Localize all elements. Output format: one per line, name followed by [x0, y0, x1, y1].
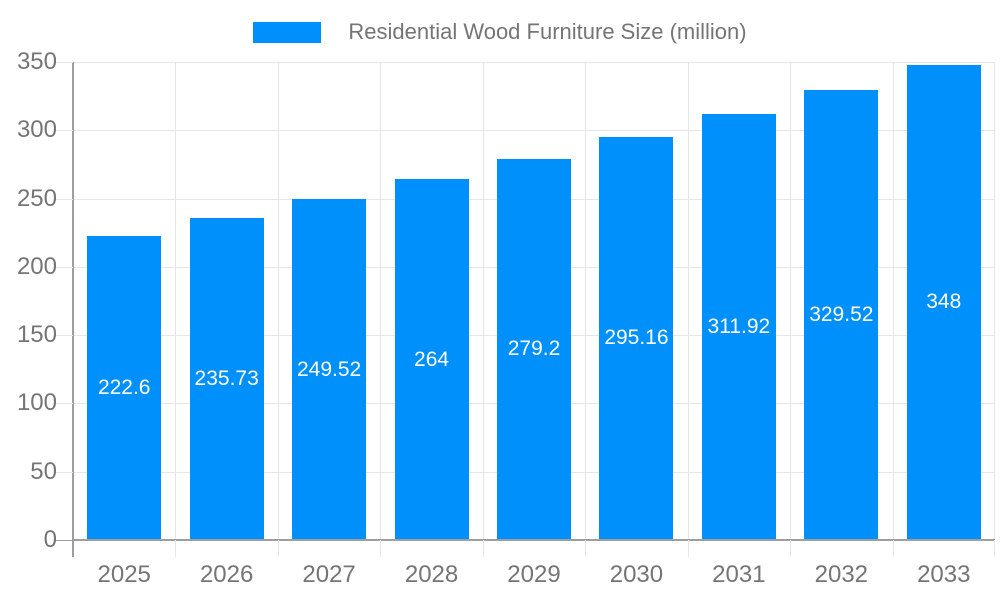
- bar[interactable]: [497, 158, 571, 540]
- x-gridline: [175, 62, 177, 540]
- x-gridline: [482, 62, 484, 540]
- x-axis-label: 2027: [302, 561, 356, 588]
- y-gridline: [73, 130, 995, 132]
- y-gridline: [73, 62, 995, 63]
- y-tick: [55, 130, 73, 132]
- bar[interactable]: [292, 199, 367, 540]
- bar-value-label: 264: [414, 347, 450, 371]
- x-gridline: [790, 62, 792, 540]
- plot-area: 222.6 235.73 249.52 264 279.2 295.16 311.92 329…: [73, 62, 995, 540]
- bar-value-label: 295.16: [604, 326, 669, 350]
- x-tick: [687, 540, 689, 557]
- x-gridline: [380, 62, 382, 540]
- bar-value-label: 348: [926, 290, 962, 314]
- x-tick: [892, 540, 894, 557]
- x-tick: [994, 540, 995, 557]
- bar-value-label: 311.92: [707, 315, 771, 338]
- y-tick: [55, 266, 73, 268]
- x-axis-label: 2026: [199, 561, 254, 588]
- y-tick: [55, 335, 73, 337]
- bar-value-label: 329.52: [809, 302, 874, 326]
- x-gridline: [277, 62, 279, 540]
- bar-value-label: 249.52: [296, 357, 362, 381]
- x-tick: [380, 540, 382, 557]
- x-tick: [585, 540, 587, 557]
- x-axis-label: 2029: [507, 561, 561, 588]
- x-tick: [175, 540, 177, 557]
- x-axis-baseline: [73, 539, 995, 541]
- x-axis-label: 2030: [609, 561, 664, 588]
- legend-label: Residential Wood Furniture Size (million…: [348, 19, 747, 44]
- y-axis-label: 250: [16, 184, 57, 212]
- x-axis-label: 2032: [814, 561, 869, 588]
- bar-value-label: 235.73: [194, 367, 259, 391]
- y-axis-label: 100: [16, 389, 57, 417]
- bar[interactable]: [804, 89, 879, 540]
- y-axis-label: 200: [16, 252, 57, 280]
- x-axis-label: 2031: [712, 561, 766, 588]
- x-gridline: [892, 62, 894, 540]
- bar[interactable]: [189, 218, 264, 540]
- y-axis-line: [72, 62, 74, 557]
- bar[interactable]: [87, 235, 162, 540]
- legend-swatch: [253, 21, 322, 43]
- y-tick: [55, 540, 73, 541]
- bar[interactable]: [906, 64, 981, 540]
- y-axis-label: 0: [43, 526, 57, 553]
- bar[interactable]: [599, 136, 674, 540]
- x-tick: [790, 540, 792, 557]
- x-gridline: [585, 62, 587, 540]
- y-tick: [55, 403, 73, 405]
- x-tick: [482, 540, 484, 557]
- x-axis-label: 2028: [404, 561, 459, 588]
- y-tick: [55, 62, 73, 63]
- y-tick: [55, 471, 73, 473]
- y-tick: [55, 198, 73, 200]
- x-axis-label: 2025: [97, 561, 151, 588]
- x-axis-label: 2033: [917, 561, 971, 588]
- x-tick: [277, 540, 279, 557]
- bar[interactable]: [701, 114, 776, 540]
- bar-value-label: 279.2: [507, 337, 561, 361]
- y-axis-label: 150: [16, 321, 57, 349]
- x-gridline: [994, 62, 995, 540]
- y-axis-label: 350: [16, 48, 57, 75]
- y-axis-label: 50: [30, 457, 57, 485]
- x-gridline: [687, 62, 689, 540]
- bar-value-label: 222.6: [97, 375, 151, 399]
- chart-legend[interactable]: Residential Wood Furniture Size (million…: [0, 18, 1000, 46]
- y-axis-label: 300: [16, 116, 57, 144]
- bar[interactable]: [394, 179, 469, 540]
